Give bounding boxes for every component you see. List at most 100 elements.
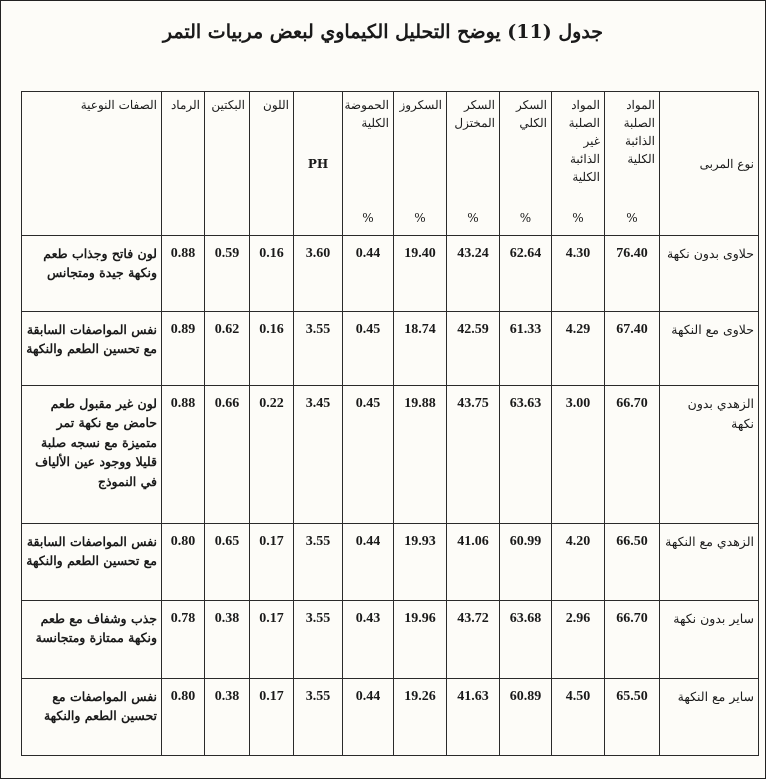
header-sucrose: السكروز% bbox=[393, 91, 447, 236]
header-soluble-solids: المواد الصلبة الذائبة الكلية% bbox=[604, 91, 660, 236]
cell-color: 0.16 bbox=[249, 235, 294, 312]
table-row: نفس المواصفات مع تحسين الطعم والنكهة 0.80… bbox=[21, 678, 759, 756]
cell-reducing: 43.72 bbox=[446, 600, 500, 679]
cell-traits: لون غير مقبول طعم حامض مع نكهة تمر متميز… bbox=[21, 385, 162, 524]
header-insoluble-solids: المواد الصلبة غير الذائبة الكلية% bbox=[551, 91, 605, 236]
cell-traits: نفس المواصفات مع تحسين الطعم والنكهة bbox=[21, 678, 162, 756]
cell-insoluble: 4.30 bbox=[551, 235, 605, 312]
header-label: السكر المختزل bbox=[454, 98, 495, 130]
cell-pectin: 0.59 bbox=[204, 235, 250, 312]
cell-color: 0.17 bbox=[249, 678, 294, 756]
cell-traits: لون فاتح وجذاب طعم ونكهة جيدة ومتجانس bbox=[21, 235, 162, 312]
cell-traits: جذب وشفاف مع طعم ونكهة ممتازة ومتجانسة bbox=[21, 600, 162, 679]
cell-reducing: 43.24 bbox=[446, 235, 500, 312]
cell-sucrose: 19.93 bbox=[393, 523, 447, 601]
cell-pectin: 0.62 bbox=[204, 311, 250, 386]
header-label: الحموضة الكلية bbox=[344, 98, 390, 130]
header-ash: الرماد bbox=[161, 91, 205, 236]
table-row: جذب وشفاف مع طعم ونكهة ممتازة ومتجانسة 0.… bbox=[21, 600, 759, 679]
cell-ph: 3.55 bbox=[293, 523, 343, 601]
cell-acidity: 0.45 bbox=[342, 385, 394, 524]
cell-ash: 0.88 bbox=[161, 235, 205, 312]
header-acidity: الحموضة الكلية% bbox=[342, 91, 394, 236]
cell-insoluble: 4.29 bbox=[551, 311, 605, 386]
cell-total-sugar: 60.99 bbox=[499, 523, 552, 601]
header-label: السكروز bbox=[399, 98, 442, 112]
header-type: نوع المربى bbox=[659, 91, 759, 236]
cell-reducing: 42.59 bbox=[446, 311, 500, 386]
cell-soluble: 67.40 bbox=[604, 311, 660, 386]
cell-type: الزهدي مع النكهة bbox=[659, 523, 759, 601]
header-label: السكر الكلي bbox=[516, 98, 547, 130]
cell-pectin: 0.66 bbox=[204, 385, 250, 524]
cell-acidity: 0.45 bbox=[342, 311, 394, 386]
cell-ash: 0.78 bbox=[161, 600, 205, 679]
cell-type: الزهدي بدون نكهة bbox=[659, 385, 759, 524]
cell-color: 0.16 bbox=[249, 311, 294, 386]
cell-insoluble: 2.96 bbox=[551, 600, 605, 679]
cell-soluble: 65.50 bbox=[604, 678, 660, 756]
header-reducing-sugar: السكر المختزل% bbox=[446, 91, 500, 236]
header-row: الصفات النوعية الرماد البكتين اللون PH ا… bbox=[21, 91, 759, 236]
cell-total-sugar: 63.68 bbox=[499, 600, 552, 679]
percent-unit: % bbox=[362, 211, 374, 225]
cell-reducing: 41.06 bbox=[446, 523, 500, 601]
cell-reducing: 43.75 bbox=[446, 385, 500, 524]
cell-ph: 3.55 bbox=[293, 678, 343, 756]
header-label: المواد الصلبة غير الذائبة الكلية bbox=[568, 98, 600, 184]
cell-soluble: 66.70 bbox=[604, 600, 660, 679]
cell-acidity: 0.43 bbox=[342, 600, 394, 679]
table-row: لون فاتح وجذاب طعم ونكهة جيدة ومتجانس 0.8… bbox=[21, 235, 759, 312]
percent-unit: % bbox=[467, 211, 479, 225]
cell-ash: 0.80 bbox=[161, 678, 205, 756]
cell-color: 0.17 bbox=[249, 523, 294, 601]
cell-ph: 3.45 bbox=[293, 385, 343, 524]
percent-unit: % bbox=[626, 211, 638, 225]
cell-sucrose: 19.40 bbox=[393, 235, 447, 312]
header-color: اللون bbox=[249, 91, 294, 236]
cell-reducing: 41.63 bbox=[446, 678, 500, 756]
cell-sucrose: 19.88 bbox=[393, 385, 447, 524]
cell-sucrose: 19.96 bbox=[393, 600, 447, 679]
cell-color: 0.17 bbox=[249, 600, 294, 679]
cell-pectin: 0.38 bbox=[204, 600, 250, 679]
cell-insoluble: 4.20 bbox=[551, 523, 605, 601]
header-pectin: البكتين bbox=[204, 91, 250, 236]
cell-type: ساير مع النكهة bbox=[659, 678, 759, 756]
cell-pectin: 0.65 bbox=[204, 523, 250, 601]
cell-ash: 0.88 bbox=[161, 385, 205, 524]
cell-sucrose: 18.74 bbox=[393, 311, 447, 386]
percent-unit: % bbox=[572, 211, 584, 225]
table-row: نفس المواصفات السابقة مع تحسين الطعم وال… bbox=[21, 311, 759, 386]
percent-unit: % bbox=[414, 211, 426, 225]
cell-ph: 3.55 bbox=[293, 600, 343, 679]
cell-traits: نفس المواصفات السابقة مع تحسين الطعم وال… bbox=[21, 523, 162, 601]
cell-type: حلاوى بدون نكهة bbox=[659, 235, 759, 312]
cell-traits: نفس المواصفات السابقة مع تحسين الطعم وال… bbox=[21, 311, 162, 386]
cell-acidity: 0.44 bbox=[342, 235, 394, 312]
cell-pectin: 0.38 bbox=[204, 678, 250, 756]
cell-acidity: 0.44 bbox=[342, 678, 394, 756]
cell-insoluble: 3.00 bbox=[551, 385, 605, 524]
chemical-analysis-table: الصفات النوعية الرماد البكتين اللون PH ا… bbox=[21, 91, 759, 756]
cell-sucrose: 19.26 bbox=[393, 678, 447, 756]
cell-ash: 0.80 bbox=[161, 523, 205, 601]
table-title: جدول (11) يوضح التحليل الكيماوي لبعض مرب… bbox=[162, 21, 604, 43]
cell-color: 0.22 bbox=[249, 385, 294, 524]
cell-ph: 3.60 bbox=[293, 235, 343, 312]
cell-ph: 3.55 bbox=[293, 311, 343, 386]
cell-total-sugar: 61.33 bbox=[499, 311, 552, 386]
table-row: لون غير مقبول طعم حامض مع نكهة تمر متميز… bbox=[21, 385, 759, 524]
table-row: نفس المواصفات السابقة مع تحسين الطعم وال… bbox=[21, 523, 759, 601]
header-label: المواد الصلبة الذائبة الكلية bbox=[623, 98, 655, 166]
cell-type: ساير بدون نكهة bbox=[659, 600, 759, 679]
cell-soluble: 76.40 bbox=[604, 235, 660, 312]
cell-ash: 0.89 bbox=[161, 311, 205, 386]
header-total-sugar: السكر الكلي% bbox=[499, 91, 552, 236]
percent-unit: % bbox=[519, 211, 532, 225]
cell-total-sugar: 63.63 bbox=[499, 385, 552, 524]
cell-total-sugar: 60.89 bbox=[499, 678, 552, 756]
cell-soluble: 66.50 bbox=[604, 523, 660, 601]
cell-acidity: 0.44 bbox=[342, 523, 394, 601]
